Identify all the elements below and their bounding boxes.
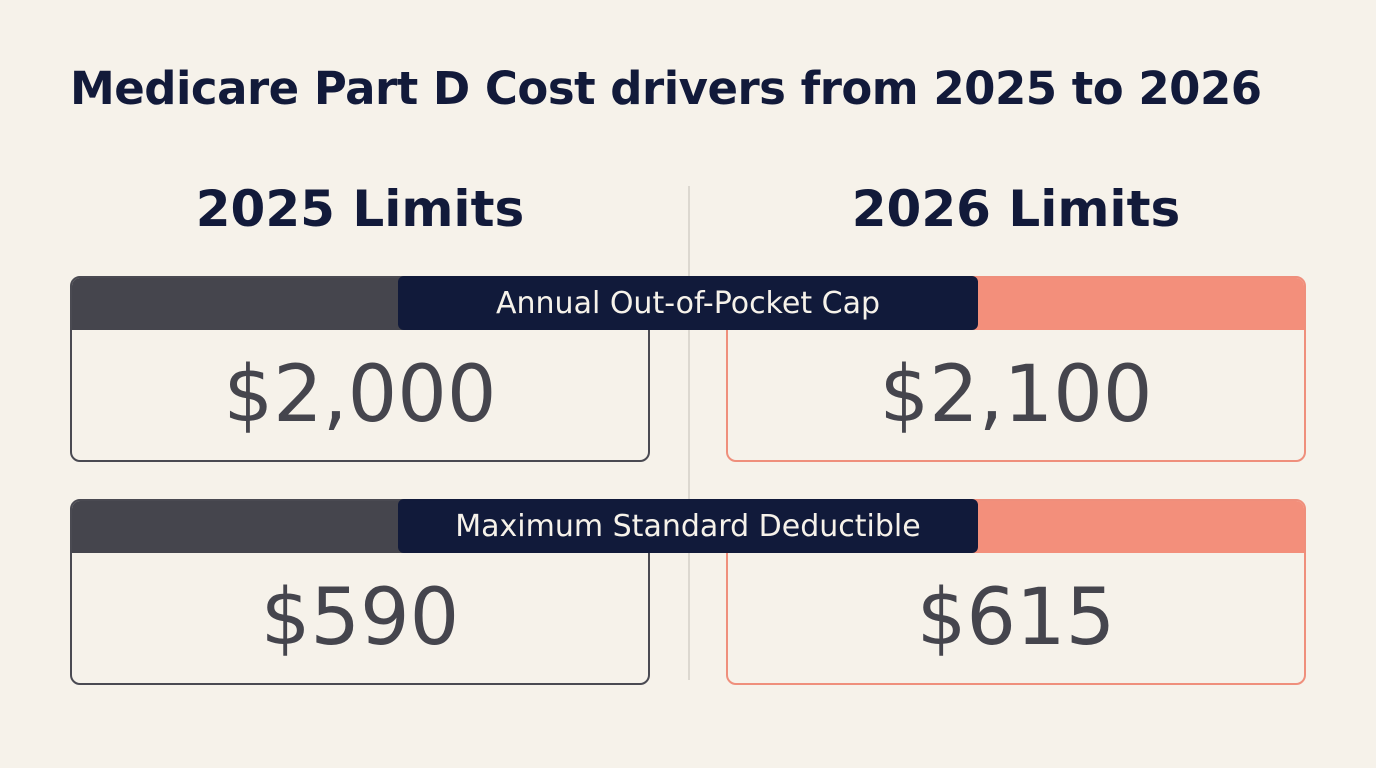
out-of-pocket-value-2026: $2,100: [879, 350, 1153, 440]
row-label-out-of-pocket: Annual Out-of-Pocket Cap: [398, 276, 978, 330]
row-label-deductible: Maximum Standard Deductible: [398, 499, 978, 553]
out-of-pocket-value-2025: $2,000: [223, 350, 497, 440]
page-title: Medicare Part D Cost drivers from 2025 t…: [70, 62, 1262, 115]
deductible-value-2026: $615: [916, 573, 1116, 663]
column-heading-2025: 2025 Limits: [195, 180, 525, 238]
column-divider: [688, 186, 690, 680]
column-heading-2026: 2026 Limits: [851, 180, 1181, 238]
card-out-of-pocket-2026: $2,100: [726, 276, 1306, 462]
deductible-value-2025: $590: [260, 573, 460, 663]
